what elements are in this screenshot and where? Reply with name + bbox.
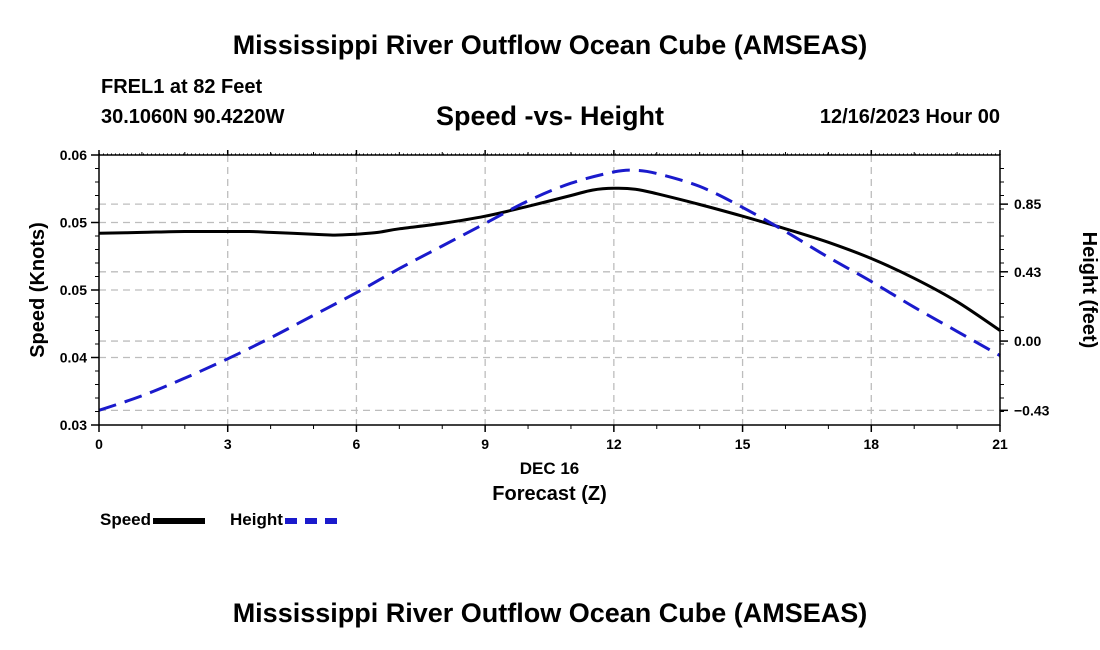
x-tick-label: 0: [95, 436, 103, 452]
height-series-line: [98, 168, 1001, 412]
y2-tick-label: 0.85: [1014, 196, 1041, 212]
speed-series-line: [98, 186, 1001, 332]
footer-title: Mississippi River Outflow Ocean Cube (AM…: [232, 598, 868, 628]
legend-speed-swatch: [153, 518, 206, 524]
y2-tick-label: 0.00: [1014, 333, 1041, 349]
chart-subtitle: Speed -vs- Height: [435, 101, 665, 131]
y-tick-label: 0.06: [60, 147, 87, 163]
y-tick-label: 0.04: [60, 350, 87, 366]
x-axis-label: Forecast (Z): [492, 483, 606, 505]
x-axis-sublabel: DEC 16: [520, 459, 580, 478]
y-axis-label: Speed (Knots): [27, 222, 49, 358]
legend-speed-label: Speed: [100, 510, 152, 529]
forecast-datetime: 12/16/2023 Hour 00: [819, 106, 1000, 128]
x-tick-label: 3: [224, 436, 232, 452]
legend-height-swatch: [284, 518, 337, 524]
chart-title: Mississippi River Outflow Ocean Cube (AM…: [232, 30, 868, 60]
y2-axis-label: Height (feet): [1078, 232, 1100, 349]
x-tick-label: 12: [606, 436, 622, 452]
x-tick-label: 15: [735, 436, 751, 452]
legend-height: Height: [230, 510, 337, 530]
x-tick-label: 18: [863, 436, 879, 452]
y2-tick-label: −0.43: [1014, 402, 1050, 418]
axis-ticks: [91, 150, 1008, 432]
grid-lines: [99, 155, 1000, 425]
legend-height-label: Height: [230, 510, 283, 529]
station-label: FREL1 at 82 Feet: [101, 76, 263, 98]
y-tick-label: 0.03: [60, 417, 87, 433]
x-tick-label: 6: [353, 436, 361, 452]
series-lines: [98, 168, 1001, 412]
station-coordinates: 30.1060N 90.4220W: [101, 106, 285, 128]
y2-tick-label: 0.43: [1014, 264, 1041, 280]
x-tick-label: 9: [481, 436, 489, 452]
y-tick-label: 0.05: [60, 282, 87, 298]
y-tick-label: 0.05: [60, 215, 87, 231]
axis-labels: 0 3 6 9 12 15 18 21 0.03 0.04 0.05 0.05 0.06 −0.43 0.0…: [27, 147, 1100, 505]
x-tick-label: 21: [992, 436, 1008, 452]
legend-speed: Speed: [100, 510, 206, 530]
